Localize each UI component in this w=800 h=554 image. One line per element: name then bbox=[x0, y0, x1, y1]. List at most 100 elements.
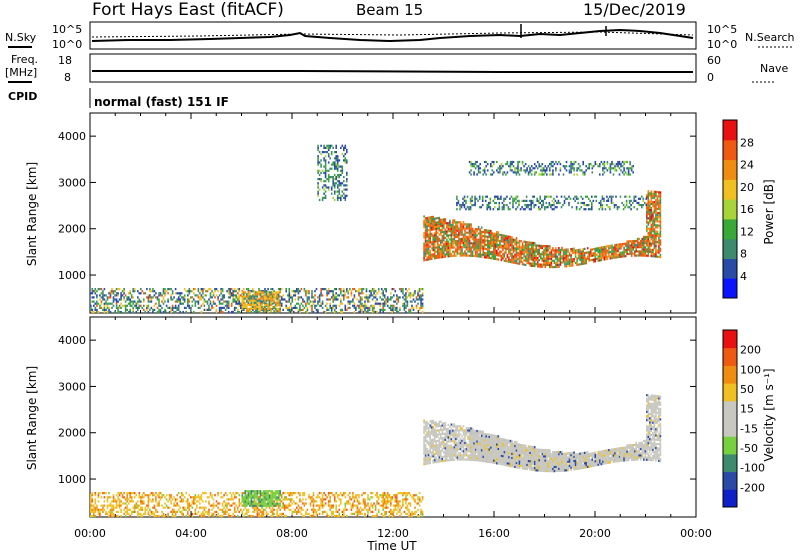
data-cell bbox=[433, 432, 436, 435]
data-cell bbox=[382, 310, 384, 314]
data-cell bbox=[438, 256, 441, 259]
data-cell bbox=[585, 251, 587, 254]
data-cell bbox=[232, 298, 234, 301]
data-cell bbox=[586, 251, 589, 254]
data-cell bbox=[536, 199, 538, 202]
data-cell bbox=[571, 206, 573, 209]
data-cell bbox=[595, 199, 598, 202]
data-cell bbox=[418, 308, 421, 311]
data-cell bbox=[482, 253, 484, 256]
data-cell bbox=[471, 250, 474, 253]
data-cell bbox=[221, 290, 224, 293]
data-cell bbox=[659, 243, 662, 246]
data-cell bbox=[470, 254, 472, 257]
data-cell bbox=[399, 306, 401, 309]
data-cell bbox=[489, 206, 492, 209]
data-cell bbox=[426, 244, 428, 247]
data-cell bbox=[536, 259, 539, 262]
data-cell bbox=[220, 310, 222, 314]
data-cell bbox=[243, 307, 245, 311]
data-cell bbox=[491, 253, 494, 256]
data-cell bbox=[533, 206, 535, 209]
data-cell bbox=[408, 288, 410, 291]
data-cell bbox=[193, 288, 195, 291]
data-cell bbox=[456, 454, 459, 457]
data-cell bbox=[230, 294, 233, 297]
data-cell bbox=[243, 305, 245, 308]
data-cell bbox=[449, 228, 451, 231]
data-cell bbox=[238, 290, 241, 293]
data-cell bbox=[164, 308, 166, 311]
data-cell bbox=[103, 304, 106, 307]
data-cell bbox=[564, 254, 566, 258]
data-cell bbox=[477, 232, 480, 235]
data-cell bbox=[500, 246, 503, 249]
data-cell bbox=[658, 245, 660, 248]
data-cell bbox=[364, 308, 366, 311]
data-cell bbox=[547, 247, 550, 250]
data-cell bbox=[459, 246, 462, 249]
data-cell bbox=[580, 206, 582, 209]
data-cell bbox=[321, 288, 324, 291]
data-cell bbox=[461, 254, 463, 257]
data-cell bbox=[647, 227, 650, 230]
data-cell bbox=[453, 225, 456, 228]
data-cell bbox=[341, 144, 344, 147]
data-cell bbox=[658, 234, 660, 238]
cpid-label: CPID bbox=[8, 90, 37, 103]
data-cell bbox=[394, 300, 397, 303]
data-cell bbox=[253, 307, 256, 311]
data-cell bbox=[433, 234, 436, 237]
data-cell bbox=[461, 248, 463, 251]
data-cell bbox=[424, 219, 427, 222]
data-cell bbox=[490, 232, 492, 235]
data-cell bbox=[96, 302, 98, 305]
data-cell bbox=[610, 201, 613, 205]
data-cell bbox=[333, 190, 336, 193]
data-cell bbox=[462, 233, 465, 236]
data-cell bbox=[558, 173, 560, 176]
data-cell bbox=[649, 229, 651, 232]
data-cell bbox=[347, 302, 350, 305]
data-cell bbox=[426, 229, 428, 232]
data-cell bbox=[164, 300, 166, 303]
data-cell bbox=[490, 173, 492, 176]
data-cell bbox=[467, 244, 469, 247]
data-cell bbox=[153, 308, 156, 311]
data-cell bbox=[655, 205, 657, 208]
data-cell bbox=[430, 430, 433, 433]
data-cell bbox=[223, 294, 225, 297]
data-cell bbox=[438, 447, 441, 451]
data-cell bbox=[505, 239, 507, 242]
data-cell bbox=[418, 288, 421, 291]
data-cell bbox=[117, 310, 119, 314]
data-cell bbox=[255, 307, 257, 311]
data-cell bbox=[643, 250, 645, 253]
data-cell bbox=[562, 248, 565, 251]
data-cell bbox=[491, 236, 494, 239]
data-cell bbox=[333, 167, 336, 170]
data-cell bbox=[336, 169, 339, 172]
data-cell bbox=[161, 306, 163, 309]
data-cell bbox=[470, 250, 472, 253]
data-cell bbox=[91, 300, 94, 303]
data-cell bbox=[461, 445, 463, 449]
data-cell bbox=[608, 249, 610, 252]
data-cell bbox=[571, 262, 574, 265]
data-cell bbox=[124, 304, 127, 307]
data-cell bbox=[235, 306, 237, 309]
data-cell bbox=[458, 431, 460, 434]
data-cell bbox=[644, 201, 646, 205]
data-cell bbox=[462, 241, 465, 245]
data-cell bbox=[436, 221, 439, 224]
data-cell bbox=[303, 290, 306, 293]
data-cell bbox=[361, 290, 363, 293]
data-cell bbox=[544, 247, 547, 250]
data-cell bbox=[603, 258, 606, 261]
data-cell bbox=[529, 243, 531, 246]
data-cell bbox=[462, 450, 465, 453]
data-cell bbox=[653, 196, 656, 200]
data-cell bbox=[528, 204, 531, 207]
data-cell bbox=[256, 291, 259, 294]
data-cell bbox=[252, 303, 254, 306]
